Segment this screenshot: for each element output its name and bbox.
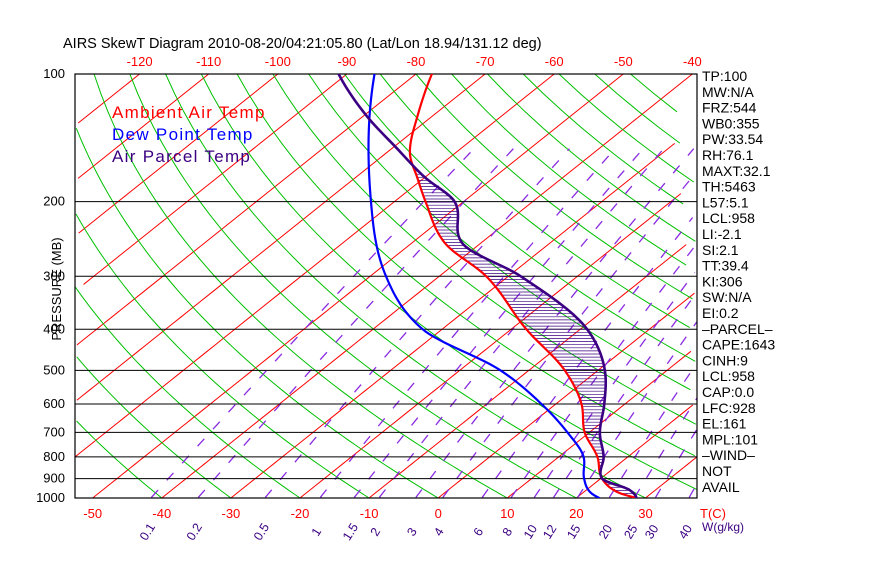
svg-text:20: 20 <box>569 506 583 521</box>
svg-text:PW:33.54: PW:33.54 <box>702 131 763 147</box>
svg-text:WB0:355: WB0:355 <box>702 115 760 131</box>
svg-text:PRESSURE (MB): PRESSURE (MB) <box>49 237 64 340</box>
svg-text:700: 700 <box>43 424 65 439</box>
svg-text:30: 30 <box>638 506 652 521</box>
svg-text:200: 200 <box>43 194 65 209</box>
svg-text:–PARCEL–: –PARCEL– <box>702 321 773 337</box>
svg-text:Ambient Air Temp: Ambient Air Temp <box>112 103 266 122</box>
svg-text:-120: -120 <box>127 54 153 69</box>
svg-text:EI:0.2: EI:0.2 <box>702 305 739 321</box>
svg-text:1000: 1000 <box>36 490 65 505</box>
svg-text:-50: -50 <box>614 54 633 69</box>
svg-text:10: 10 <box>500 506 514 521</box>
svg-text:500: 500 <box>43 362 65 377</box>
svg-text:TP:100: TP:100 <box>702 68 747 84</box>
svg-text:LCL:958: LCL:958 <box>702 210 755 226</box>
svg-text:SI:2.1: SI:2.1 <box>702 242 739 258</box>
svg-text:-110: -110 <box>196 54 221 69</box>
svg-text:CINH:9: CINH:9 <box>702 352 748 368</box>
svg-text:NOT: NOT <box>702 463 732 479</box>
svg-text:L57:5.1: L57:5.1 <box>702 194 749 210</box>
svg-text:CAPE:1643: CAPE:1643 <box>702 337 775 353</box>
svg-text:-20: -20 <box>291 506 310 521</box>
svg-text:-90: -90 <box>338 54 357 69</box>
svg-text:900: 900 <box>43 471 65 486</box>
svg-text:LI:-2.1: LI:-2.1 <box>702 226 742 242</box>
svg-text:–WIND–: –WIND– <box>702 447 755 463</box>
svg-text:AIRS SkewT Diagram 2010-08-20/: AIRS SkewT Diagram 2010-08-20/04:21:05.8… <box>63 36 542 52</box>
svg-text:W(g/kg): W(g/kg) <box>702 520 744 534</box>
svg-text:-100: -100 <box>265 54 291 69</box>
svg-text:CAP:0.0: CAP:0.0 <box>702 384 754 400</box>
svg-text:TH:5463: TH:5463 <box>702 179 756 195</box>
svg-text:800: 800 <box>43 449 65 464</box>
svg-text:EL:161: EL:161 <box>702 416 747 432</box>
svg-text:RH:76.1: RH:76.1 <box>702 147 754 163</box>
svg-text:MW:N/A: MW:N/A <box>702 84 755 100</box>
svg-text:MAXT:32.1: MAXT:32.1 <box>702 163 771 179</box>
svg-text:FRZ:544: FRZ:544 <box>702 100 757 116</box>
svg-text:-60: -60 <box>545 54 564 69</box>
svg-text:0: 0 <box>435 506 442 521</box>
svg-text:T(C): T(C) <box>700 506 726 521</box>
svg-text:KI:306: KI:306 <box>702 273 743 289</box>
svg-text:Dew Point Temp: Dew Point Temp <box>112 125 254 144</box>
svg-text:100: 100 <box>43 66 65 81</box>
svg-text:-40: -40 <box>152 506 171 521</box>
svg-text:-70: -70 <box>476 54 495 69</box>
svg-text:MPL:101: MPL:101 <box>702 431 758 447</box>
svg-text:TT:39.4: TT:39.4 <box>702 258 749 274</box>
svg-text:Air Parcel Temp: Air Parcel Temp <box>112 147 251 166</box>
svg-text:600: 600 <box>43 396 65 411</box>
svg-text:-30: -30 <box>222 506 241 521</box>
svg-text:SW:N/A: SW:N/A <box>702 289 752 305</box>
svg-text:-10: -10 <box>360 506 379 521</box>
svg-text:-40: -40 <box>683 54 702 69</box>
svg-text:AVAIL: AVAIL <box>702 479 740 495</box>
svg-text:-50: -50 <box>83 506 102 521</box>
svg-text:LCL:958: LCL:958 <box>702 368 755 384</box>
svg-text:LFC:928: LFC:928 <box>702 400 756 416</box>
svg-text:-80: -80 <box>407 54 426 69</box>
